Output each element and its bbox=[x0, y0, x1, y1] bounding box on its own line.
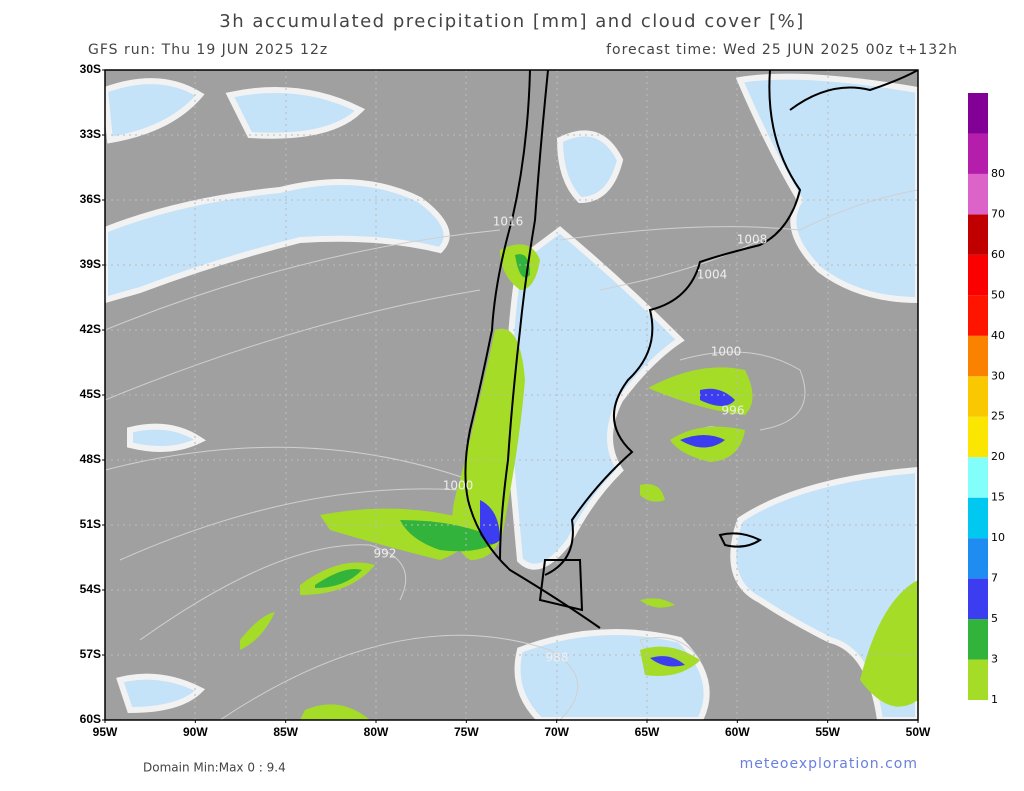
colorbar-segment bbox=[968, 619, 988, 660]
lat-label: 36S bbox=[80, 192, 101, 206]
colorbar-label: 20 bbox=[991, 450, 1005, 463]
isobar-label: 996 bbox=[722, 404, 745, 418]
colorbar-label: 80 bbox=[991, 167, 1005, 180]
colorbar-segment bbox=[968, 497, 988, 539]
isobar-label: 988 bbox=[546, 651, 569, 665]
lon-label: 60W bbox=[725, 725, 750, 739]
colorbar-label: 30 bbox=[991, 369, 1005, 382]
lat-label: 54S bbox=[80, 582, 101, 596]
lat-label: 51S bbox=[80, 517, 101, 531]
lon-label: 50W bbox=[906, 725, 931, 739]
colorbar-segment bbox=[968, 376, 988, 417]
isobar-label: 1016 bbox=[493, 215, 524, 229]
colorbar-segment bbox=[968, 173, 988, 215]
precipitation bbox=[240, 244, 918, 720]
isobar-label: 1008 bbox=[737, 233, 768, 247]
colorbar-segment bbox=[968, 93, 988, 134]
colorbar-label: 7 bbox=[991, 572, 998, 585]
run-info: GFS run: Thu 19 JUN 2025 12z bbox=[88, 42, 328, 58]
colorbar-label: 60 bbox=[991, 248, 1005, 261]
map-area: 1016 1008 1004 1000 996 1000 992 988 bbox=[104, 69, 919, 721]
site-name: meteoexploration.com bbox=[740, 756, 918, 772]
colorbar-segment bbox=[968, 295, 988, 336]
colorbar-segment bbox=[968, 659, 988, 700]
colorbar-label: 15 bbox=[991, 491, 1005, 504]
colorbar-label: 50 bbox=[991, 288, 1005, 301]
isobar-label: 1000 bbox=[711, 345, 742, 359]
domain-minmax: Domain Min:Max 0 : 9.4 bbox=[143, 761, 286, 775]
lon-label: 65W bbox=[635, 725, 660, 739]
colorbar-label: 70 bbox=[991, 207, 1005, 220]
lat-label: 42S bbox=[80, 322, 101, 336]
colorbar-segment bbox=[968, 335, 988, 377]
lat-label: 33S bbox=[80, 127, 101, 141]
colorbar-label: 10 bbox=[991, 531, 1005, 544]
isobar-label: 992 bbox=[374, 547, 397, 561]
colorbar-segment bbox=[968, 416, 988, 458]
colorbar-segment bbox=[968, 578, 988, 620]
title: 3h accumulated precipitation [mm] and cl… bbox=[219, 11, 804, 32]
lon-label: 85W bbox=[273, 725, 298, 739]
colorbar-label: 3 bbox=[991, 653, 998, 666]
lat-label: 60S bbox=[80, 712, 101, 726]
forecast-time: forecast time: Wed 25 JUN 2025 00z t+132… bbox=[606, 42, 958, 58]
isobar-label: 1004 bbox=[697, 268, 728, 282]
colorbar-segment bbox=[968, 214, 988, 255]
colorbar-segment bbox=[968, 538, 988, 579]
colorbar-segment bbox=[968, 457, 988, 498]
lat-label: 39S bbox=[80, 257, 101, 271]
lon-label: 90W bbox=[183, 725, 208, 739]
lon-label: 55W bbox=[815, 725, 840, 739]
lat-label: 30S bbox=[80, 62, 101, 76]
lat-label: 48S bbox=[80, 452, 101, 466]
lat-label: 57S bbox=[80, 647, 101, 661]
colorbar-label: 5 bbox=[991, 612, 998, 625]
lon-label: 75W bbox=[454, 725, 479, 739]
colorbar-segment bbox=[968, 254, 988, 296]
lat-label: 45S bbox=[80, 387, 101, 401]
lon-label: 70W bbox=[544, 725, 569, 739]
lon-label: 95W bbox=[93, 725, 118, 739]
coastlines bbox=[464, 70, 918, 629]
lon-label: 80W bbox=[364, 725, 389, 739]
colorbar-segment bbox=[968, 133, 988, 174]
colorbar-label: 1 bbox=[991, 693, 998, 706]
colorbar-label: 40 bbox=[991, 329, 1005, 342]
graticule bbox=[105, 70, 918, 720]
colorbar-label: 25 bbox=[991, 410, 1005, 423]
isobar-label: 1000 bbox=[443, 479, 474, 493]
